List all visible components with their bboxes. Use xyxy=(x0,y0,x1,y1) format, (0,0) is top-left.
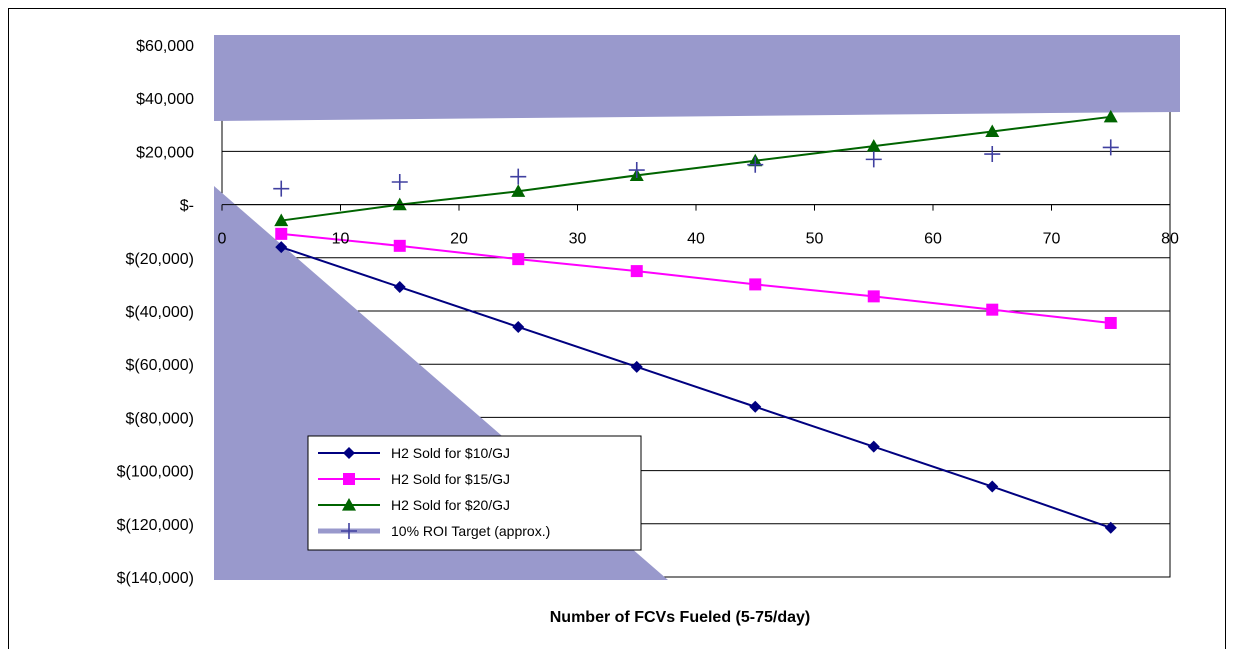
y-tick-label-1: $40,000 xyxy=(136,91,194,108)
legend: H2 Sold for $10/GJ H2 Sold for $15/GJ H2 S… xyxy=(307,435,642,551)
series-0-point-6 xyxy=(986,480,999,493)
series-1-point-0 xyxy=(275,227,288,240)
legend-label-2: H2 Sold for $20/GJ xyxy=(391,497,510,513)
series-1-point-6 xyxy=(986,303,999,316)
series-2-point-2 xyxy=(511,184,526,197)
series-1-point-1 xyxy=(393,239,406,252)
x-tick-label-5: 50 xyxy=(806,231,824,248)
series-0-point-3 xyxy=(630,360,643,373)
x-tick-label-7: 70 xyxy=(1043,231,1061,248)
series-1-point-7 xyxy=(1104,316,1117,329)
y-tick-label-4: $(20,000) xyxy=(126,251,195,268)
series-line-0 xyxy=(280,246,1112,529)
series-0-point-4 xyxy=(749,400,762,413)
y-tick-label-10: $(140,000) xyxy=(117,570,194,587)
series-0-point-0 xyxy=(275,241,288,254)
x-tick-label-4: 40 xyxy=(687,231,705,248)
series-2-point-5 xyxy=(866,139,881,152)
series-1-point-3 xyxy=(630,265,643,278)
legend-marker-2 xyxy=(342,498,356,511)
y-tick-label-9: $(120,000) xyxy=(117,517,194,534)
series-3-point-2 xyxy=(510,168,527,185)
overlay-band-top xyxy=(214,35,1180,121)
legend-marker-0 xyxy=(343,447,355,459)
series-3-point-7 xyxy=(1102,139,1119,156)
legend-marker-1 xyxy=(343,473,355,485)
x-tick-label-1: 10 xyxy=(332,231,350,248)
series-line-2 xyxy=(281,115,1111,222)
series-0-point-7 xyxy=(1104,521,1117,534)
series-3-point-3 xyxy=(628,162,645,179)
y-tick-label-2: $20,000 xyxy=(136,144,194,161)
series-0 xyxy=(275,241,1117,534)
series-line-1 xyxy=(281,232,1111,324)
series-2 xyxy=(274,109,1118,227)
series-1-point-5 xyxy=(867,290,880,303)
series-3-point-6 xyxy=(984,146,1001,163)
y-tick-label-3: $- xyxy=(180,198,194,215)
series-0-point-5 xyxy=(867,440,880,453)
series-3-point-0 xyxy=(273,180,290,197)
series-3-point-5 xyxy=(865,151,882,168)
legend-label-0: H2 Sold for $10/GJ xyxy=(391,445,510,461)
x-tick-label-3: 30 xyxy=(569,231,587,248)
series-2-point-7 xyxy=(1103,109,1118,123)
legend-label-3: 10% ROI Target (approx.) xyxy=(391,523,550,539)
series-layer xyxy=(273,109,1119,534)
y-tick-label-5: $(40,000) xyxy=(126,304,195,321)
axis-layer: $60,000 $40,000 $20,000 $- $(20,000) $(40,000… xyxy=(117,38,1179,587)
series-3-point-4 xyxy=(747,156,764,173)
x-tick-label-8: 80 xyxy=(1161,231,1179,248)
series-1-point-4 xyxy=(749,278,762,291)
legend-marker-3 xyxy=(341,523,357,539)
series-1 xyxy=(275,227,1117,329)
series-2-point-0 xyxy=(274,213,289,227)
chart-frame xyxy=(8,8,1226,649)
y-tick-label-7: $(80,000) xyxy=(126,410,195,427)
series-3 xyxy=(273,139,1119,197)
series-2-point-6 xyxy=(985,124,1000,138)
series-0-point-1 xyxy=(393,281,406,294)
series-0-point-2 xyxy=(512,320,525,333)
x-tick-label-2: 20 xyxy=(450,231,468,248)
y-tick-label-8: $(100,000) xyxy=(117,464,194,481)
series-3-point-1 xyxy=(391,173,408,190)
x-axis-title: Number of FCVs Fueled (5-75/day) xyxy=(550,609,811,626)
x-tick-label-0: 0 xyxy=(218,231,227,248)
y-tick-label-6: $(60,000) xyxy=(126,357,195,374)
x-tick-label-6: 60 xyxy=(924,231,942,248)
y-tick-label-0: $60,000 xyxy=(136,38,194,55)
legend-label-1: H2 Sold for $15/GJ xyxy=(391,471,510,487)
series-1-point-2 xyxy=(512,253,525,266)
series-2-point-1 xyxy=(392,197,407,211)
